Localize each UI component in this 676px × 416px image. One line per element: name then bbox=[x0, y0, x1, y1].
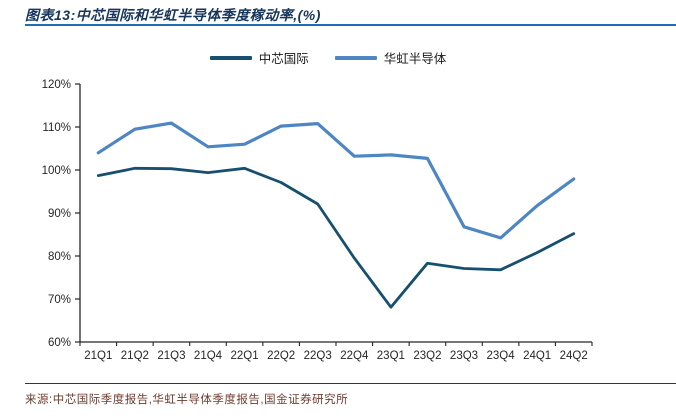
svg-text:23Q4: 23Q4 bbox=[487, 350, 516, 362]
svg-text:90%: 90% bbox=[48, 208, 71, 220]
huahong-line-swatch bbox=[334, 55, 377, 60]
legend-item-huahong: 华虹半导体 bbox=[334, 48, 447, 67]
chart-legend: 中芯国际 华虹半导体 bbox=[0, 48, 666, 67]
svg-text:24Q1: 24Q1 bbox=[523, 350, 551, 362]
legend-label-huahong: 华虹半导体 bbox=[383, 52, 447, 66]
svg-text:24Q2: 24Q2 bbox=[560, 350, 588, 362]
svg-text:21Q2: 21Q2 bbox=[121, 350, 149, 362]
svg-text:22Q4: 22Q4 bbox=[340, 350, 369, 362]
svg-text:22Q1: 22Q1 bbox=[231, 350, 259, 362]
svg-text:110%: 110% bbox=[42, 122, 71, 134]
title-underline bbox=[25, 24, 676, 26]
svg-text:70%: 70% bbox=[48, 294, 71, 306]
svg-text:21Q4: 21Q4 bbox=[194, 350, 223, 362]
svg-text:60%: 60% bbox=[48, 337, 71, 349]
smic-line-swatch bbox=[209, 55, 252, 60]
svg-text:120%: 120% bbox=[42, 79, 71, 91]
svg-text:23Q3: 23Q3 bbox=[450, 350, 478, 362]
svg-text:21Q3: 21Q3 bbox=[157, 350, 185, 362]
svg-text:21Q1: 21Q1 bbox=[84, 350, 112, 362]
figure-title: 图表13:中芯国际和华虹半导体季度稼动率,(%) bbox=[25, 7, 321, 23]
source-text: 来源:中芯国际季度报告,华虹半导体季度报告,国金证券研究所 bbox=[25, 394, 349, 406]
legend-item-smic: 中芯国际 bbox=[209, 48, 309, 67]
svg-text:22Q2: 22Q2 bbox=[267, 350, 295, 362]
legend-label-smic: 中芯国际 bbox=[258, 52, 309, 66]
svg-text:22Q3: 22Q3 bbox=[304, 350, 332, 362]
svg-text:23Q2: 23Q2 bbox=[413, 350, 441, 362]
svg-text:23Q1: 23Q1 bbox=[377, 350, 405, 362]
svg-text:100%: 100% bbox=[42, 165, 71, 177]
footer-divider bbox=[25, 383, 676, 384]
svg-text:80%: 80% bbox=[48, 251, 71, 263]
